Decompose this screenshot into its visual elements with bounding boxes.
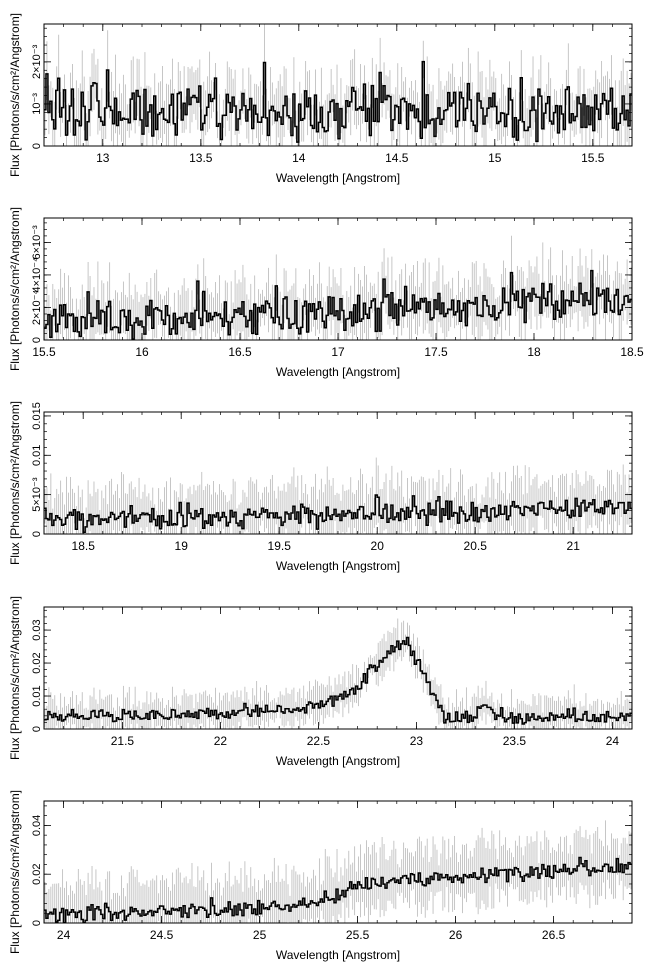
x-tick-label: 19 <box>175 539 189 553</box>
y-tick-label: 0.02 <box>31 652 43 673</box>
spectrum-panel-2: 15.5 16 16.5 17 17.5 18 18.5 0 2×10⁻⁴4×10⁻⁴6×10⁻… <box>8 207 644 379</box>
y-axis-label: Flux [Photons/s/cm²/Angstrom] <box>8 207 22 371</box>
spectrum-panel-4: 21.5 22 22.5 23 23.5 24 0 0.01 0.02 0.03 Wavelengt… <box>8 596 633 768</box>
y-tick-label: 0.02 <box>31 863 43 884</box>
y-tick-label: 6×10⁻³ <box>31 225 43 260</box>
y-axis-label: Flux [Photons/s/cm²/Angstrom] <box>8 401 22 565</box>
y-tick-label: 0.01 <box>31 445 43 466</box>
x-axis-label: Wavelength [Angstrom] <box>276 754 400 768</box>
y-tick-label: 0 <box>31 337 43 343</box>
plot-frame <box>43 606 633 730</box>
y-tick-label: 2×10⁻⁴ <box>31 290 43 326</box>
y-tick-label: 0 <box>31 531 43 537</box>
x-tick-label: 18.5 <box>72 539 96 553</box>
x-tick-label: 19.5 <box>268 539 292 553</box>
x-tick-label: 26 <box>449 928 463 942</box>
y-tick-label: 0.03 <box>31 619 43 640</box>
x-tick-label: 21.5 <box>111 734 135 748</box>
y-tick-label: 0.01 <box>31 685 43 706</box>
x-tick-label: 13.5 <box>189 151 213 165</box>
x-axis-label: Wavelength [Angstrom] <box>276 171 400 185</box>
x-tick-label: 23.5 <box>503 734 527 748</box>
spectrum-panel-5: 24 24.5 25 25.5 26 26.5 0 0.02 0.04 Wavelength [A… <box>8 790 633 962</box>
y-tick-label: 2×10⁻³ <box>31 44 43 79</box>
error-bars <box>44 820 632 923</box>
flux-histogram <box>44 60 632 143</box>
y-tick-label: 0.04 <box>31 815 43 836</box>
x-tick-label: 13 <box>96 151 110 165</box>
flux-histogram <box>44 494 632 534</box>
x-tick-label: 16 <box>135 345 149 359</box>
x-tick-label: 22.5 <box>307 734 331 748</box>
error-bars <box>44 235 632 340</box>
error-bars <box>44 618 632 729</box>
x-tick-label: 25.5 <box>346 928 370 942</box>
plot-frame <box>43 800 633 924</box>
y-tick-label: 0 <box>31 726 43 732</box>
y-axis-label: Flux [Photons/s/cm²/Angstrom] <box>8 596 22 760</box>
flux-histogram <box>44 269 632 340</box>
y-tick-label: 5×10⁻³ <box>31 477 43 512</box>
x-tick-label: 20.5 <box>464 539 488 553</box>
x-axis-label: Wavelength [Angstrom] <box>276 559 400 573</box>
x-tick-label: 20 <box>371 539 385 553</box>
x-tick-label: 15.5 <box>32 345 56 359</box>
x-axis-label: Wavelength [Angstrom] <box>276 948 400 962</box>
x-tick-label: 24 <box>606 734 620 748</box>
x-tick-label: 17.5 <box>424 345 448 359</box>
spectrum-panel-3: 18.5 19 19.5 20 20.5 21 0 5×10⁻³ 0.01 0.015 Wavele… <box>8 401 633 573</box>
x-tick-label: 16.5 <box>228 345 252 359</box>
x-tick-label: 14.5 <box>385 151 409 165</box>
x-tick-label: 17 <box>331 345 345 359</box>
plot-frame <box>43 217 633 341</box>
x-tick-label: 26.5 <box>542 928 566 942</box>
x-tick-label: 25 <box>253 928 267 942</box>
y-tick-label: 4×10⁻⁴ <box>31 257 43 293</box>
x-axis-label: Wavelength [Angstrom] <box>276 365 400 379</box>
y-axis-label: Flux [Photons/s/cm²/Angstrom] <box>8 13 22 177</box>
y-tick-label: 0 <box>31 920 43 926</box>
x-tick-label: 14 <box>292 151 306 165</box>
x-tick-label: 23 <box>410 734 424 748</box>
spectrum-panel-1: 13 13.5 14 14.5 15 15.5 0 10⁻³ 2×10⁻³ Wavelength … <box>8 13 633 185</box>
x-tick-label: 15 <box>488 151 502 165</box>
x-tick-label: 24 <box>57 928 71 942</box>
x-tick-label: 18.5 <box>620 345 644 359</box>
error-bars <box>44 24 632 146</box>
flux-histogram <box>44 636 632 725</box>
y-tick-label: 0.015 <box>31 402 43 430</box>
x-tick-label: 15.5 <box>581 151 605 165</box>
y-tick-label: 0 <box>31 143 43 149</box>
y-axis-label: Flux [Photons/s/cm²/Angstrom] <box>8 790 22 954</box>
x-tick-label: 21 <box>567 539 581 553</box>
x-tick-label: 24.5 <box>150 928 174 942</box>
y-tick-label: 10⁻³ <box>31 93 43 115</box>
error-bars <box>44 457 632 534</box>
x-tick-label: 18 <box>527 345 541 359</box>
flux-histogram <box>44 856 632 923</box>
x-tick-label: 22 <box>214 734 228 748</box>
